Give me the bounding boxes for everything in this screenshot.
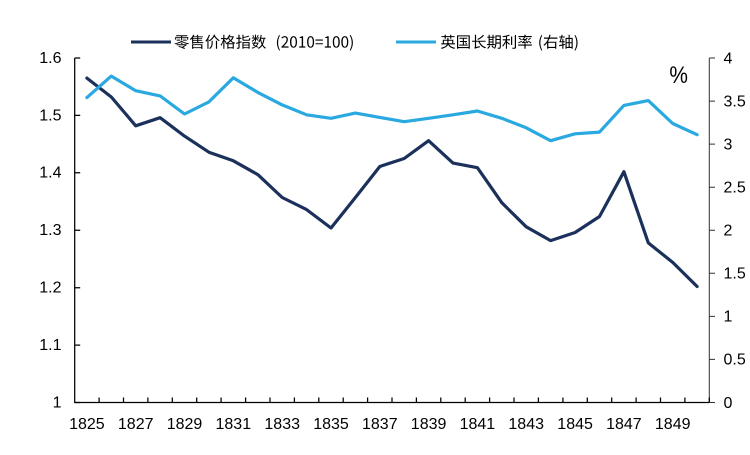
svg-text:1847: 1847 [606,416,642,433]
svg-text:1829: 1829 [167,416,203,433]
svg-text:1: 1 [724,309,733,326]
svg-text:1831: 1831 [216,416,252,433]
svg-text:2: 2 [724,223,733,240]
svg-text:4: 4 [724,50,733,67]
svg-text:0: 0 [724,395,733,412]
svg-text:1845: 1845 [557,416,593,433]
svg-text:1.5: 1.5 [39,107,61,124]
svg-text:2.5: 2.5 [724,180,746,197]
svg-text:1: 1 [53,394,62,411]
svg-text:1837: 1837 [362,416,398,433]
svg-text:3: 3 [724,136,733,153]
svg-text:1841: 1841 [460,416,496,433]
svg-text:3.5: 3.5 [724,93,746,110]
svg-text:1849: 1849 [655,416,691,433]
svg-text:0.5: 0.5 [724,352,746,369]
svg-text:1.5: 1.5 [724,266,746,283]
svg-text:1.1: 1.1 [39,337,61,354]
svg-text:1.2: 1.2 [39,280,61,297]
svg-text:1.3: 1.3 [39,222,61,239]
svg-text:1839: 1839 [411,416,447,433]
svg-text:1843: 1843 [508,416,544,433]
svg-text:%: % [669,62,688,89]
svg-text:1825: 1825 [69,416,105,433]
svg-text:1833: 1833 [264,416,300,433]
svg-text:1.6: 1.6 [39,50,61,67]
svg-text:1.4: 1.4 [39,165,61,182]
svg-text:1827: 1827 [118,416,154,433]
svg-text:1835: 1835 [313,416,349,433]
